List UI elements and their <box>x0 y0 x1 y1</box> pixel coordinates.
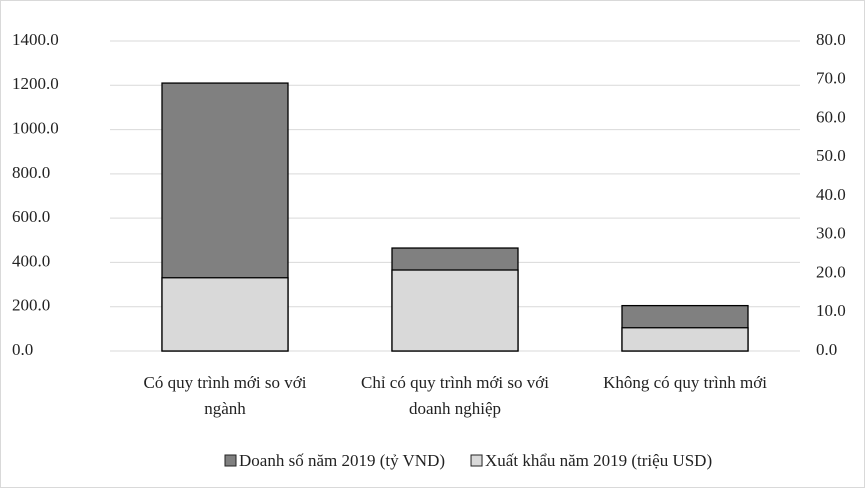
y-tick-label: 1000.0 <box>12 118 59 137</box>
x-tick-label: Có quy trình mới so với ngành <box>143 373 307 418</box>
y-tick-label: 200.0 <box>12 296 50 315</box>
y-tick-label: 0.0 <box>12 340 33 359</box>
bar <box>161 277 289 352</box>
y2-tick-label: 70.0 <box>816 69 846 88</box>
y2-tick-label: 40.0 <box>816 185 846 204</box>
y2-tick-label: 80.0 <box>816 30 846 49</box>
legend-swatch <box>224 454 237 467</box>
y2-tick-label: 30.0 <box>816 224 846 243</box>
y2-tick-label: 10.0 <box>816 301 846 320</box>
y2-tick-label: 20.0 <box>816 262 846 281</box>
y2-tick-label: 0.0 <box>816 340 837 359</box>
bar <box>391 269 519 352</box>
y-tick-label: 400.0 <box>12 251 50 270</box>
x-tick-label: Không có quy trình mới <box>603 373 767 392</box>
bar <box>621 327 749 352</box>
legend-swatch <box>470 454 483 467</box>
x-tick-label: Chỉ có quy trình mới so với doanh nghiệp <box>361 373 549 418</box>
y2-tick-label: 60.0 <box>816 107 846 126</box>
y2-tick-label: 50.0 <box>816 146 846 165</box>
y-tick-label: 1200.0 <box>12 74 59 93</box>
legend-label: Xuất khẩu năm 2019 (triệu USD) <box>485 451 712 470</box>
legend-label: Doanh số năm 2019 (tỷ VND) <box>239 451 445 470</box>
y-tick-label: 600.0 <box>12 207 50 226</box>
y-tick-label: 1400.0 <box>12 30 59 49</box>
y-tick-label: 800.0 <box>12 163 50 182</box>
